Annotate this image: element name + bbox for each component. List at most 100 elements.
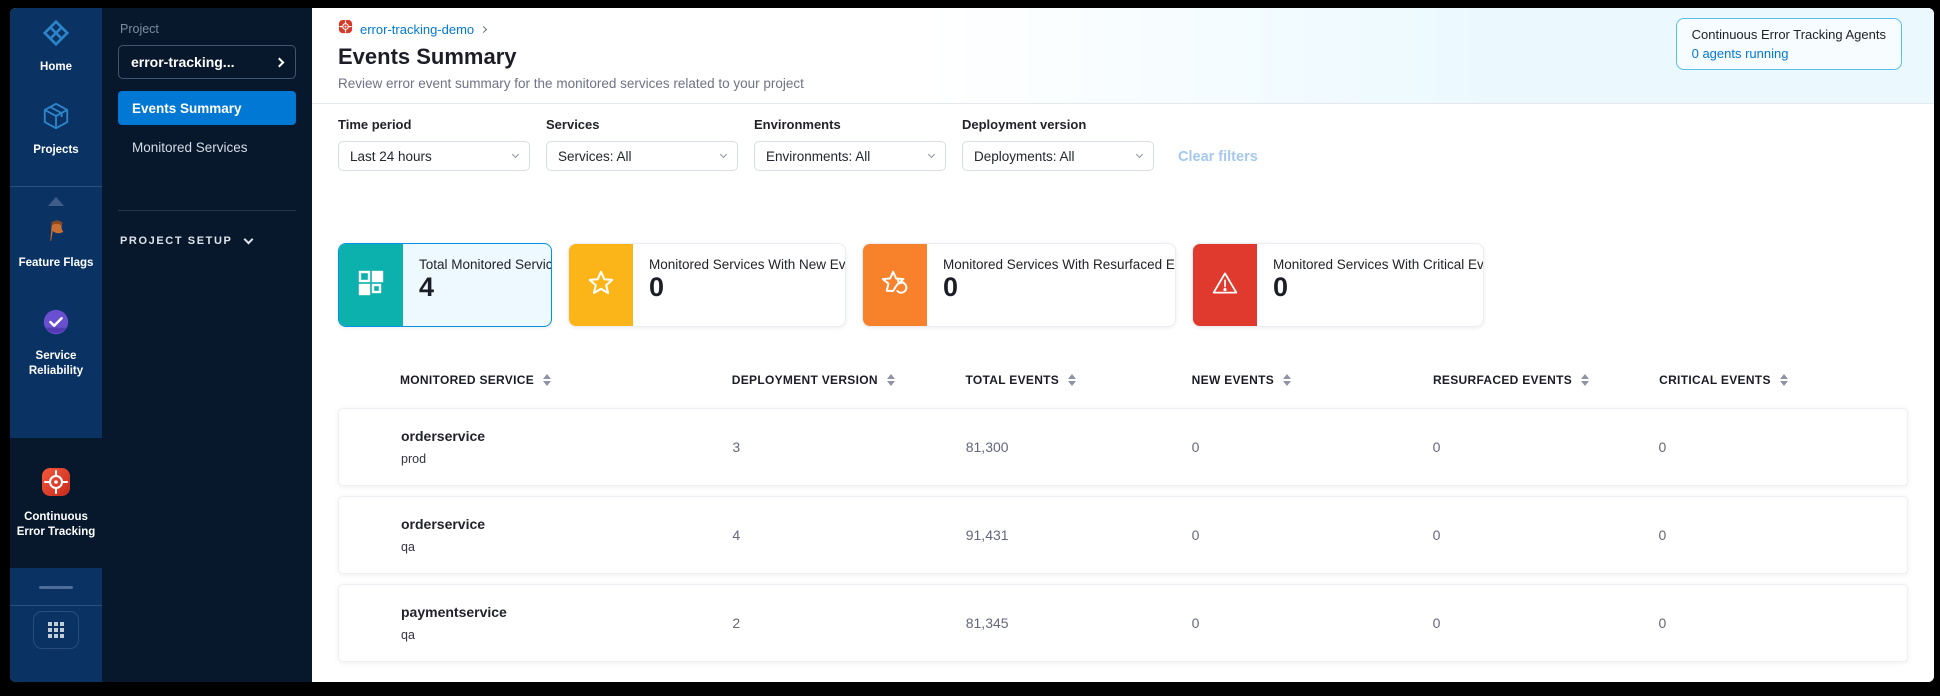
- sidebar-item-continuous-error-tracking[interactable]: Continuous Error Tracking: [10, 466, 102, 540]
- project-setup-label: PROJECT SETUP: [120, 235, 233, 247]
- total-events-cell: 81,300: [965, 439, 1009, 455]
- nav-item-label: Monitored Services: [132, 139, 248, 155]
- table-row[interactable]: paymentservice qa 2 81,345 0 0 0: [338, 584, 1908, 662]
- card-new-events[interactable]: Monitored Services With New Events 0: [568, 243, 846, 327]
- select-value: Last 24 hours: [350, 148, 432, 164]
- sort-icon[interactable]: [543, 374, 552, 386]
- services-select[interactable]: Services: All: [546, 141, 738, 171]
- module-sidebar-active-section: Continuous Error Tracking: [10, 438, 102, 568]
- sidebar-item-feature-flags[interactable]: Feature Flags: [10, 218, 102, 271]
- events-table: MONITORED SERVICE DEPLOYMENT VERSION TOT…: [338, 373, 1908, 672]
- module-sidebar-top: Home Projects Feature Flags Servi: [10, 8, 102, 438]
- chevron-down-icon: [1135, 150, 1144, 159]
- total-events-cell: 91,431: [965, 527, 1009, 543]
- agents-box-title: Continuous Error Tracking Agents: [1691, 27, 1886, 42]
- nav-item-events-summary[interactable]: Events Summary: [118, 91, 296, 125]
- main-content: error-tracking-demo Events Summary Revie…: [312, 8, 1934, 682]
- projects-icon: [41, 101, 71, 136]
- nav-item-label: Events Summary: [132, 100, 242, 116]
- sort-icon[interactable]: [886, 374, 895, 386]
- project-setup-toggle[interactable]: PROJECT SETUP: [118, 234, 296, 247]
- column-header-new-events[interactable]: NEW EVENTS: [1192, 373, 1433, 387]
- critical-events-cell: 0: [1658, 527, 1667, 543]
- select-value: Deployments: All: [974, 148, 1075, 164]
- column-header-monitored-service[interactable]: MONITORED SERVICE: [400, 373, 732, 387]
- deployment-version-cell: 2: [732, 615, 741, 631]
- select-value: Services: All: [558, 148, 632, 164]
- resurfaced-events-cell: 0: [1432, 615, 1441, 631]
- error-tracking-icon: [40, 466, 72, 503]
- service-environment: qa: [401, 628, 415, 642]
- app-grid-button[interactable]: [33, 611, 79, 649]
- star-refresh-icon: [880, 268, 910, 303]
- card-label: Total Monitored Services: [419, 257, 552, 272]
- card-label: Monitored Services With New Events: [649, 257, 846, 272]
- environments-select[interactable]: Environments: All: [754, 141, 946, 171]
- critical-events-cell: 0: [1658, 615, 1667, 631]
- filter-label: Time period: [338, 117, 412, 132]
- sort-icon[interactable]: [1068, 374, 1077, 386]
- sidebar-item-label: Projects: [33, 143, 79, 156]
- sort-icon[interactable]: [1283, 374, 1292, 386]
- card-total-monitored-services[interactable]: Total Monitored Services 4: [338, 243, 552, 327]
- module-sidebar: Home Projects Feature Flags Servi: [10, 8, 102, 682]
- resurfaced-events-cell: 0: [1432, 439, 1441, 455]
- nav-divider: [118, 210, 296, 211]
- card-icon-block: [569, 244, 633, 326]
- card-icon-block: [339, 244, 403, 326]
- sidebar-item-projects[interactable]: Projects: [10, 101, 102, 158]
- card-label: Monitored Services With Critical Events: [1273, 257, 1484, 272]
- agents-running-link[interactable]: 0 agents running: [1691, 46, 1789, 61]
- app-window: Home Projects Feature Flags Servi: [10, 8, 1934, 682]
- table-row[interactable]: orderservice prod 3 81,300 0 0 0: [338, 408, 1908, 486]
- chevron-down-icon: [719, 150, 728, 159]
- flag-icon: [43, 218, 69, 249]
- filter-label: Services: [546, 117, 600, 132]
- service-cell: orderservice prod: [401, 428, 732, 466]
- breadcrumb-project-link[interactable]: error-tracking-demo: [360, 21, 475, 37]
- new-events-cell: 0: [1191, 615, 1200, 631]
- card-value: 0: [649, 272, 665, 302]
- project-selector-value: error-tracking...: [131, 54, 235, 70]
- column-label: CRITICAL EVENTS: [1659, 373, 1771, 387]
- chevron-right-icon: [480, 25, 488, 33]
- card-resurfaced-events[interactable]: Monitored Services With Resurfaced Event…: [862, 243, 1176, 327]
- column-header-resurfaced-events[interactable]: RESURFACED EVENTS: [1433, 373, 1659, 387]
- service-cell: orderservice qa: [401, 516, 732, 554]
- project-selector[interactable]: error-tracking...: [118, 45, 296, 79]
- filter-label: Environments: [754, 117, 841, 132]
- sidebar-divider: [10, 185, 102, 187]
- column-header-critical-events[interactable]: CRITICAL EVENTS: [1659, 373, 1908, 387]
- filter-time-period: Time period Last 24 hours: [338, 117, 530, 171]
- page-header: error-tracking-demo Events Summary Revie…: [312, 8, 1934, 104]
- agents-status-box[interactable]: Continuous Error Tracking Agents 0 agent…: [1675, 18, 1902, 70]
- service-name: orderservice: [401, 516, 486, 532]
- deployments-select[interactable]: Deployments: All: [962, 141, 1154, 171]
- column-header-deployment-version[interactable]: DEPLOYMENT VERSION: [732, 373, 966, 387]
- select-value: Environments: All: [766, 148, 871, 164]
- card-value: 0: [1273, 272, 1289, 302]
- card-value: 0: [943, 272, 959, 302]
- sidebar-item-service-reliability[interactable]: Service Reliability: [10, 307, 102, 379]
- time-period-select[interactable]: Last 24 hours: [338, 141, 530, 171]
- page-subtitle: Review error event summary for the monit…: [338, 76, 804, 91]
- project-label: Project: [120, 22, 159, 36]
- scroll-up-icon[interactable]: [48, 196, 64, 206]
- card-label: Monitored Services With Resurfaced Event…: [943, 257, 1175, 272]
- column-label: RESURFACED EVENTS: [1432, 373, 1573, 387]
- sidebar-item-label: Feature Flags: [18, 256, 94, 269]
- nav-item-monitored-services[interactable]: Monitored Services: [118, 130, 296, 164]
- card-critical-events[interactable]: Monitored Services With Critical Events …: [1192, 243, 1484, 327]
- service-environment: prod: [401, 452, 427, 466]
- chevron-down-icon: [927, 150, 936, 159]
- column-header-total-events[interactable]: TOTAL EVENTS: [965, 373, 1191, 387]
- sidebar-item-home[interactable]: Home: [10, 18, 102, 75]
- chevron-right-icon: [274, 57, 285, 67]
- table-row[interactable]: orderservice qa 4 91,431 0 0 0: [338, 496, 1908, 574]
- dock-handle[interactable]: [39, 586, 73, 589]
- reliability-icon: [41, 307, 71, 342]
- clear-filters-button[interactable]: Clear filters: [1178, 149, 1258, 165]
- sort-icon[interactable]: [1581, 374, 1590, 386]
- sort-icon[interactable]: [1779, 374, 1788, 386]
- column-label: MONITORED SERVICE: [400, 373, 535, 387]
